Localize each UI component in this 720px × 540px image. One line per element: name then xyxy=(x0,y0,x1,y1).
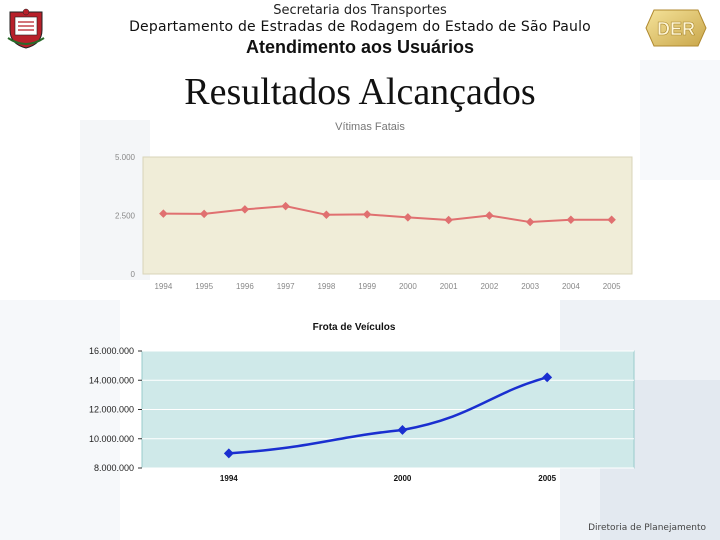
chart1-x-tick-label: 1998 xyxy=(317,282,335,291)
chart1-data-point xyxy=(403,213,413,222)
chart1-x-tick-label: 2005 xyxy=(603,282,621,291)
chart1-y-tick-label: 2.500 xyxy=(115,212,136,221)
chart1-data-point xyxy=(485,211,494,220)
chart1-data-point xyxy=(444,215,453,225)
chart1-x-tick-label: 2004 xyxy=(562,282,580,291)
chart1-data-point xyxy=(362,210,372,219)
chart1-x-tick-label: 1995 xyxy=(195,282,213,291)
chart1-data-point xyxy=(281,201,290,211)
chart2-x-tick-label: 1994 xyxy=(220,474,238,483)
chart2-y-tick-label: 12.000.000 xyxy=(89,405,134,415)
coat-of-arms-logo xyxy=(7,8,45,49)
chart1-title: Vítimas Fatais xyxy=(335,121,405,133)
chart1-y-tick-label: 0 xyxy=(131,270,136,279)
chart2-y-tick-label: 14.000.000 xyxy=(89,375,134,385)
chart2-x-tick-label: 2005 xyxy=(538,474,556,483)
der-logo-text: DER xyxy=(657,19,695,39)
chart2-x-tick-label: 2000 xyxy=(394,474,412,483)
chart2-data-point xyxy=(397,425,408,435)
header: Secretaria dos Transportes Departamento … xyxy=(0,0,720,62)
page-title: Resultados Alcançados xyxy=(184,71,536,113)
chart2-y-tick-label: 8.000.000 xyxy=(94,463,134,473)
chart2-title: Frota de Veículos xyxy=(313,322,396,333)
header-line1: Secretaria dos Transportes xyxy=(273,3,447,18)
footer: Diretoria de Planejamento xyxy=(588,523,706,533)
chart1-x-tick-label: 1997 xyxy=(277,282,295,291)
chart1-data-point xyxy=(199,209,209,219)
chart1-x-tick-label: 2001 xyxy=(440,282,458,291)
header-line2: Departamento de Estradas de Rodagem do E… xyxy=(129,19,591,35)
header-line3: Atendimento aos Usuários xyxy=(245,37,475,57)
chart1-x-tick-label: 2003 xyxy=(521,282,539,291)
chart1-data-point xyxy=(322,210,331,220)
chart1-y-tick-label: 5.000 xyxy=(115,153,136,162)
der-logo: DER xyxy=(645,9,707,47)
chart2-data-point xyxy=(542,372,553,383)
chart1-x-tick-label: 2002 xyxy=(480,282,498,291)
chart2-y-tick-label: 16.000.000 xyxy=(89,346,134,356)
chart1-data-point xyxy=(159,209,168,218)
chart1-x-tick-label: 1996 xyxy=(236,282,254,291)
chart1-x-tick-label: 1999 xyxy=(358,282,376,291)
chart2-data-point xyxy=(223,448,234,459)
chart1-x-tick-label: 1994 xyxy=(154,282,172,291)
chart2-y-tick-label: 10.000.000 xyxy=(89,434,134,444)
chart1-data-point xyxy=(240,205,250,214)
chart1-series-line xyxy=(163,205,612,224)
chart1-x-tick-label: 2000 xyxy=(399,282,417,291)
